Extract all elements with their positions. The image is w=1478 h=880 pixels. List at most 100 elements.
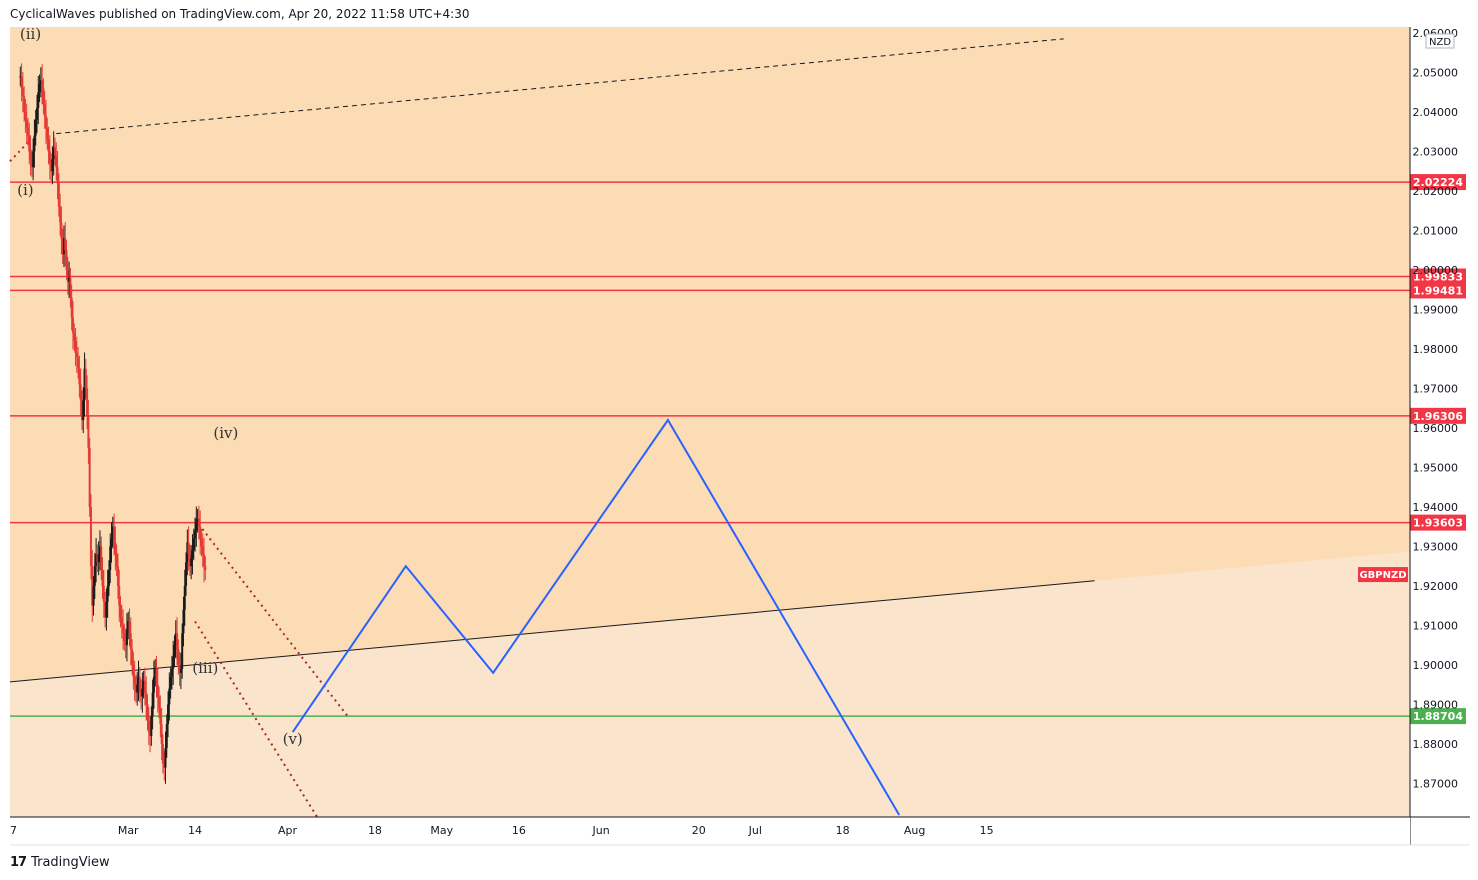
candle-body (98, 546, 101, 555)
price-tick-label: 1.92000 (1413, 580, 1459, 593)
candle-body (56, 167, 59, 184)
candle-body (133, 676, 136, 685)
candle-body (82, 400, 85, 421)
candle-body (161, 743, 164, 764)
tradingview-footer[interactable]: 17 TradingView (10, 853, 110, 871)
time-tick-label: 20 (692, 824, 706, 837)
candle-body (105, 601, 108, 618)
resistance-level-tag (1410, 174, 1466, 191)
candle-body (169, 676, 172, 689)
candle-body (97, 554, 100, 563)
candle-body (142, 680, 145, 689)
support-level-tag (1410, 708, 1466, 725)
candle-body (53, 147, 56, 156)
candle-body (191, 550, 194, 559)
level-price-label: 1.93603 (1413, 517, 1463, 530)
candle-body (152, 676, 155, 693)
candle-body (100, 546, 103, 571)
candle-body (141, 688, 144, 697)
candle-body (29, 151, 32, 160)
candle-body (48, 151, 51, 164)
wave-label: (ii) (20, 25, 41, 43)
candle-body (192, 538, 195, 551)
candle-body (124, 641, 127, 646)
candle-body (110, 538, 113, 547)
price-tick-label: 1.88000 (1413, 738, 1459, 751)
candle-body (156, 684, 159, 697)
candle-body (116, 566, 119, 586)
candle-body (154, 668, 157, 677)
candle-body (78, 368, 81, 385)
candle-body (179, 668, 182, 673)
candle-body (74, 341, 77, 353)
candle-body (199, 526, 202, 539)
candle-body (123, 633, 126, 642)
candle-body (204, 566, 207, 571)
candle-body (201, 546, 204, 555)
candle-body (164, 747, 167, 768)
price-tick-label: 1.95000 (1413, 461, 1459, 474)
candle-body (109, 546, 112, 571)
price-tick-label: 1.98000 (1413, 343, 1459, 356)
candle-body (114, 542, 117, 555)
candle-body (134, 684, 137, 693)
candle-body (155, 668, 158, 685)
candle-body (165, 724, 168, 748)
candle-body (42, 88, 45, 105)
candle-body (69, 277, 72, 298)
candle-body (77, 356, 80, 369)
dashed-trendline[interactable] (56, 38, 1064, 135)
candle-body (92, 585, 95, 606)
candle-body (68, 277, 71, 282)
level-price-label: 1.88704 (1413, 710, 1463, 723)
time-tick-label: 7 (10, 824, 17, 837)
candle-body (200, 538, 203, 547)
level-price-label: 1.99481 (1413, 284, 1463, 297)
candle-body (167, 704, 170, 725)
candle-body (178, 664, 181, 673)
candle-body (143, 680, 146, 693)
candle-body (158, 696, 161, 709)
time-axis-background (10, 817, 1410, 845)
resistance-level-tag (1410, 514, 1466, 531)
wave-label: (i) (17, 181, 34, 199)
candle-body (44, 115, 47, 128)
resistance-level-tag (1410, 282, 1466, 299)
candle-body (195, 522, 198, 531)
candle-body (62, 238, 65, 255)
candle-body (21, 88, 24, 97)
candle-body (140, 692, 143, 697)
candle-body (47, 139, 50, 152)
candle-body (181, 633, 184, 669)
candle-body (129, 633, 132, 650)
solid-trendline[interactable] (9, 580, 1095, 683)
price-tick-label: 1.90000 (1413, 659, 1459, 672)
wave-label: (iii) (192, 659, 218, 677)
candle-body (122, 625, 125, 634)
candle-body (107, 570, 110, 586)
price-tick-label: 1.93000 (1413, 540, 1459, 553)
candle-body (194, 530, 197, 539)
candle-body (138, 676, 141, 693)
candle-body (159, 708, 162, 725)
time-tick-label: 15 (980, 824, 994, 837)
candle-body (83, 368, 86, 401)
time-tick-label: 14 (188, 824, 202, 837)
candle-body (57, 183, 60, 207)
candle-body (145, 692, 148, 705)
candle-body (65, 250, 68, 270)
candle-body (102, 585, 105, 602)
candle-body (20, 76, 23, 89)
candle-body (59, 206, 62, 223)
price-tick-label: 1.87000 (1413, 777, 1459, 790)
symbol-label: GBPNZD (1359, 570, 1406, 581)
candle-body (70, 297, 73, 318)
tradingview-logo-icon: 17 (10, 854, 27, 870)
candle-body (96, 554, 99, 563)
projection-path[interactable] (291, 418, 901, 816)
candle-body (24, 111, 27, 120)
currency-box (1425, 33, 1455, 49)
candle-body (160, 724, 163, 744)
candle-body (88, 447, 91, 507)
